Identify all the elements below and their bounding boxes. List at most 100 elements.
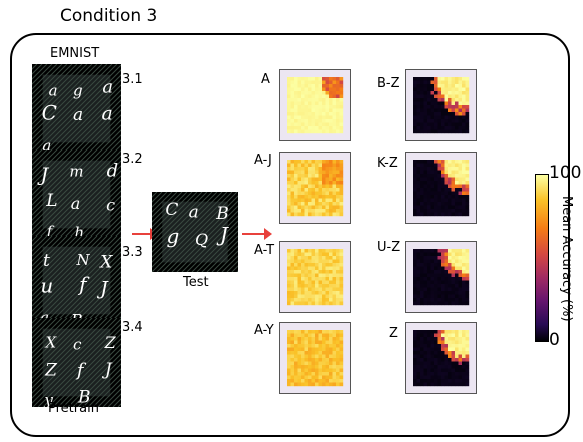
heatmap-cell xyxy=(427,368,431,373)
heatmap-cell xyxy=(297,354,302,359)
heatmap-cell xyxy=(318,361,323,366)
heatmap-cell xyxy=(416,188,421,192)
heatmap-cell xyxy=(462,382,466,387)
heatmap-cell xyxy=(308,368,312,373)
heatmap-cell xyxy=(423,198,428,203)
heatmap-cell xyxy=(311,205,316,210)
heatmap-cell xyxy=(430,287,435,292)
heatmap-cell xyxy=(455,347,459,352)
heatmap-cell xyxy=(311,177,316,182)
heatmap-cell xyxy=(423,263,428,267)
heatmap-cell xyxy=(423,202,428,206)
heatmap-cell xyxy=(458,333,463,338)
heatmap-cell xyxy=(462,252,466,257)
heatmap-cell xyxy=(304,167,309,171)
heatmap-cell xyxy=(423,372,428,376)
heatmap-cell xyxy=(458,249,463,253)
heatmap-cell xyxy=(462,372,466,376)
heatmap-cell xyxy=(308,101,312,106)
heatmap-cell xyxy=(434,344,438,348)
heatmap-cell xyxy=(427,256,431,260)
heatmap-cell xyxy=(297,330,302,334)
heatmap-cell xyxy=(339,361,344,366)
heatmap-cell xyxy=(311,330,316,334)
heatmap-cell xyxy=(325,160,330,164)
heatmap-cell xyxy=(315,277,319,281)
heatmap-cell xyxy=(287,91,291,95)
heatmap-cell xyxy=(434,170,438,175)
heatmap-cell xyxy=(287,361,291,366)
heatmap-cell xyxy=(451,273,456,278)
heatmap-cell xyxy=(448,212,452,217)
heatmap-cell xyxy=(434,129,438,134)
heatmap-cell xyxy=(458,379,463,383)
heatmap-cell xyxy=(444,368,449,373)
heatmap-cell xyxy=(465,368,470,373)
heatmap-cell xyxy=(451,94,456,99)
heatmap-cell xyxy=(451,294,456,299)
heatmap-cell xyxy=(427,361,431,366)
heatmap-cell xyxy=(416,379,421,383)
heatmap-cell xyxy=(416,191,421,196)
heatmap-cell xyxy=(451,191,456,196)
heatmap-cell xyxy=(444,188,449,192)
heatmap-cell xyxy=(448,126,452,130)
heatmap-cell xyxy=(332,77,337,81)
heatmap-cell xyxy=(430,98,435,102)
heatmap-cell xyxy=(322,266,326,271)
heatmap-cell xyxy=(294,368,298,373)
heatmap-cell xyxy=(311,256,316,260)
heatmap-cell xyxy=(451,115,456,120)
heatmap-cell xyxy=(416,163,421,168)
heatmap-cell xyxy=(308,98,312,102)
heatmap-cell xyxy=(420,266,424,271)
heatmap-cell xyxy=(423,298,428,302)
heatmap-cell xyxy=(427,108,431,113)
heatmap-cell xyxy=(465,160,470,164)
heatmap-cell xyxy=(423,375,428,380)
heatmap-cell xyxy=(311,160,316,164)
heatmap-cell xyxy=(301,202,305,206)
heatmap-cell xyxy=(416,287,421,292)
heatmap-cell xyxy=(441,167,445,171)
heatmap-cell xyxy=(458,195,463,199)
heatmap-cell xyxy=(290,301,295,306)
heatmap-cell xyxy=(287,273,291,278)
heatmap-cell xyxy=(423,126,428,130)
heatmap-cell xyxy=(465,284,470,288)
heatmap-cell xyxy=(287,287,291,292)
heatmap-cell xyxy=(290,365,295,369)
heatmap-cell xyxy=(458,294,463,299)
heatmap-cell xyxy=(318,358,323,362)
heatmap-cell xyxy=(444,212,449,217)
heatmap-cell xyxy=(451,184,456,189)
heatmap-cell xyxy=(444,191,449,196)
heatmap-cell xyxy=(311,129,316,134)
heatmap-cell xyxy=(301,87,305,92)
heatmap-cell xyxy=(416,270,421,274)
heatmap-cell xyxy=(325,108,330,113)
heatmap-cell xyxy=(444,354,449,359)
heatmap-cell xyxy=(420,202,424,206)
heatmap-cell xyxy=(458,277,463,281)
heatmap-cell xyxy=(311,361,316,366)
heatmap-cell xyxy=(308,273,312,278)
heatmap-cell xyxy=(434,119,438,123)
heatmap-cell xyxy=(301,181,305,185)
heatmap-cell xyxy=(329,256,333,260)
heatmap-cell xyxy=(416,80,421,85)
heatmap-cell xyxy=(315,294,319,299)
heatmap-cell xyxy=(448,87,452,92)
heatmap-cell xyxy=(420,198,424,203)
heatmap-cell xyxy=(304,170,309,175)
heatmap-cell xyxy=(437,80,442,85)
heatmap-cell xyxy=(322,160,326,164)
heatmap-cell xyxy=(430,167,435,171)
heatmap-cell xyxy=(322,195,326,199)
heatmap-cell xyxy=(325,372,330,376)
heatmap-cell xyxy=(325,87,330,92)
heatmap-cell xyxy=(458,115,463,120)
heatmap-cell xyxy=(290,340,295,345)
heatmap-cell xyxy=(297,91,302,95)
heatmap-cell xyxy=(297,294,302,299)
